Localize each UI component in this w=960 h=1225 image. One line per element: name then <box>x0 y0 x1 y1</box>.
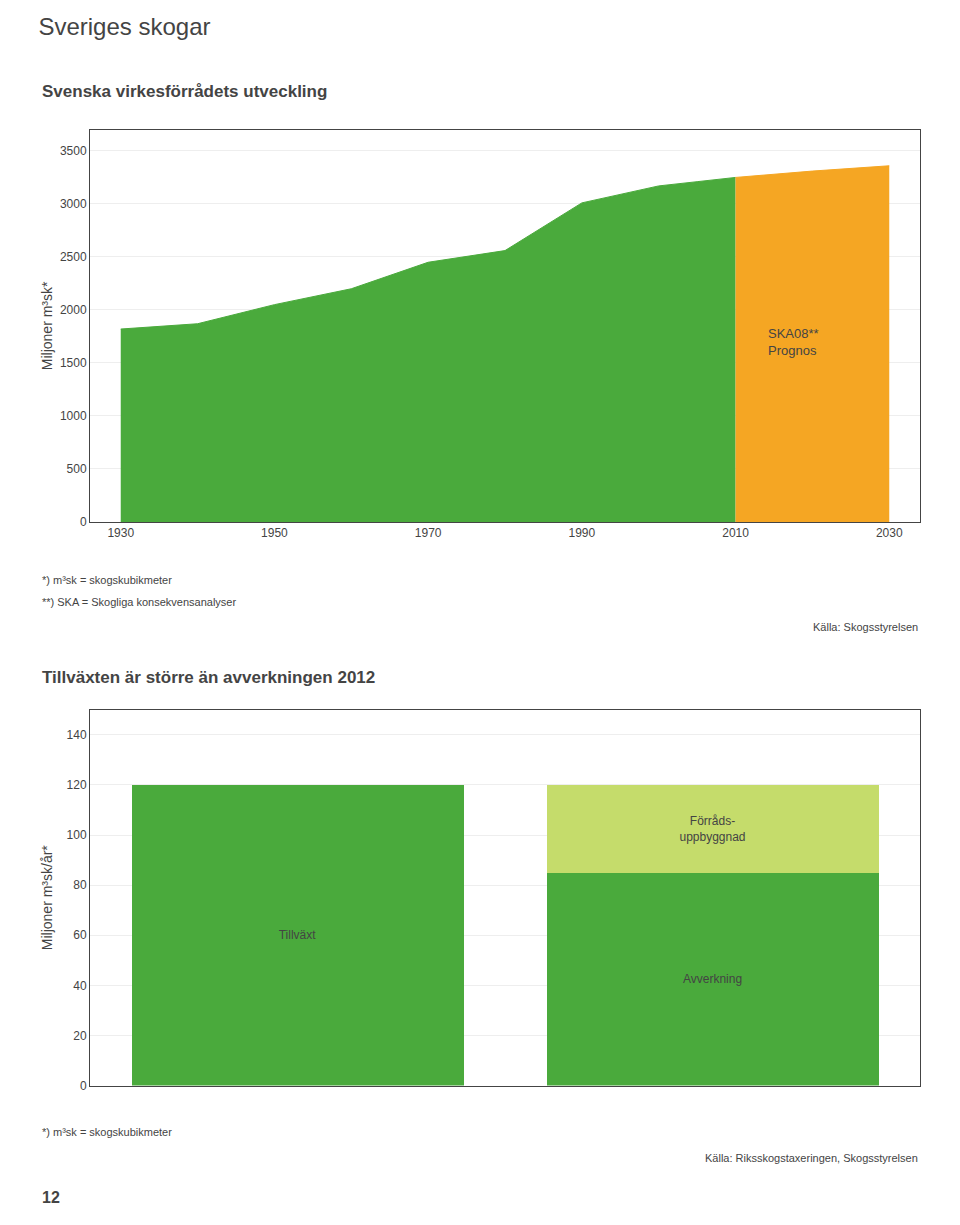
svg-text:3500: 3500 <box>60 144 87 158</box>
svg-text:1950: 1950 <box>261 526 288 540</box>
svg-text:12: 12 <box>42 1189 60 1206</box>
svg-text:Källa: Skogsstyrelsen: Källa: Skogsstyrelsen <box>813 621 918 633</box>
svg-text:140: 140 <box>67 728 87 742</box>
svg-text:0: 0 <box>80 1079 87 1093</box>
svg-text:Svenska virkesförrådets utveck: Svenska virkesförrådets utveckling <box>42 82 327 101</box>
svg-text:40: 40 <box>73 979 87 993</box>
svg-text:2030: 2030 <box>876 526 903 540</box>
svg-text:Avverkning: Avverkning <box>683 972 742 986</box>
svg-text:80: 80 <box>73 878 87 892</box>
svg-text:100: 100 <box>67 828 87 842</box>
svg-text:*) m³sk = skogskubikmeter: *) m³sk = skogskubikmeter <box>42 1126 172 1138</box>
svg-text:Miljoner m³sk/år*: Miljoner m³sk/år* <box>39 845 55 951</box>
svg-text:SKA08**Prognos: SKA08**Prognos <box>768 326 819 358</box>
svg-text:Källa: Riksskogstaxeringen, Sk: Källa: Riksskogstaxeringen, Skogsstyrels… <box>705 1152 918 1164</box>
svg-text:2010: 2010 <box>722 526 749 540</box>
svg-text:2500: 2500 <box>60 250 87 264</box>
svg-text:Tillväxt: Tillväxt <box>279 928 317 942</box>
svg-text:1970: 1970 <box>415 526 442 540</box>
svg-text:0: 0 <box>80 515 87 529</box>
svg-text:Sveriges skogar: Sveriges skogar <box>38 13 210 40</box>
svg-text:120: 120 <box>67 778 87 792</box>
svg-text:3000: 3000 <box>60 197 87 211</box>
svg-text:*) m³sk = skogskubikmeter: *) m³sk = skogskubikmeter <box>42 574 172 586</box>
svg-text:1930: 1930 <box>107 526 134 540</box>
svg-text:2000: 2000 <box>60 303 87 317</box>
svg-text:Miljoner m³sk*: Miljoner m³sk* <box>39 281 55 370</box>
svg-text:**) SKA = Skogliga konsekvensa: **) SKA = Skogliga konsekvensanalyser <box>42 596 236 608</box>
svg-text:1990: 1990 <box>568 526 595 540</box>
svg-text:500: 500 <box>67 462 87 476</box>
svg-text:Förråds-uppbyggnad: Förråds-uppbyggnad <box>679 814 745 844</box>
svg-text:1000: 1000 <box>60 409 87 423</box>
svg-text:20: 20 <box>73 1029 87 1043</box>
svg-text:1500: 1500 <box>60 356 87 370</box>
svg-text:60: 60 <box>73 928 87 942</box>
svg-text:Tillväxten är större än avverk: Tillväxten är större än avverkningen 201… <box>42 668 375 687</box>
